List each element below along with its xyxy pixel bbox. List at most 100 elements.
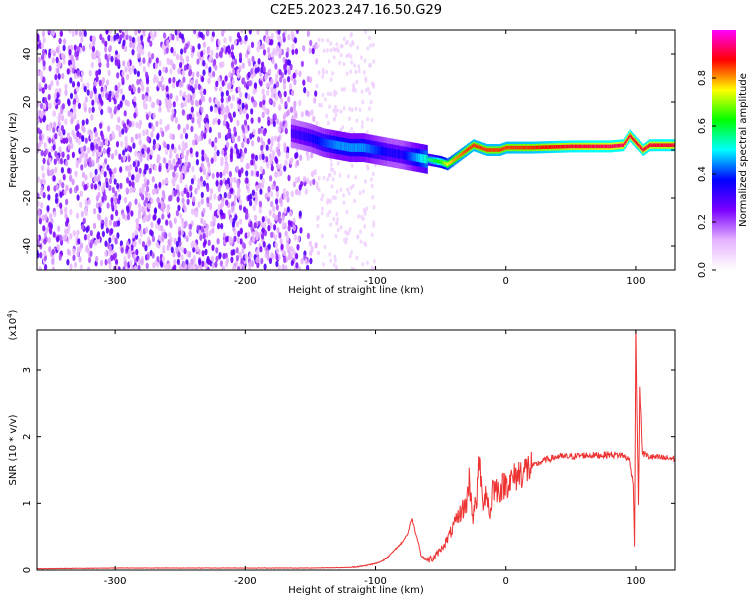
noise-cell bbox=[144, 226, 148, 234]
noise-cell bbox=[201, 75, 205, 83]
noise-cell bbox=[215, 255, 219, 263]
noise-cell bbox=[41, 30, 46, 38]
noise-cell bbox=[62, 137, 66, 144]
noise-cell bbox=[361, 262, 365, 267]
noise-cell bbox=[37, 117, 40, 125]
ridge-cell bbox=[332, 140, 335, 149]
noise-cell bbox=[208, 66, 212, 73]
noise-cell bbox=[142, 66, 147, 73]
noise-cell bbox=[67, 110, 71, 117]
noise-cell bbox=[57, 127, 61, 135]
noise-cell bbox=[161, 255, 165, 263]
noise-cell bbox=[347, 52, 351, 58]
noise-cell bbox=[263, 229, 267, 237]
noise-cell bbox=[195, 151, 199, 158]
noise-cell bbox=[80, 210, 84, 218]
noise-cell bbox=[83, 30, 87, 37]
noise-cell bbox=[90, 239, 94, 246]
noise-cell bbox=[91, 45, 96, 53]
noise-cell bbox=[58, 37, 62, 45]
noise-cell bbox=[202, 69, 206, 76]
noise-cell bbox=[233, 176, 237, 184]
noise-cell bbox=[110, 228, 114, 235]
ridge-cell bbox=[479, 145, 482, 150]
noise-cell bbox=[222, 232, 226, 239]
ridge-cell bbox=[426, 155, 428, 164]
noise-cell bbox=[114, 91, 118, 99]
noise-cell bbox=[255, 195, 259, 202]
noise-cell bbox=[185, 55, 189, 62]
noise-cell bbox=[219, 86, 223, 93]
noise-cell bbox=[269, 39, 274, 46]
noise-cell bbox=[42, 116, 46, 123]
noise-cell bbox=[98, 79, 102, 87]
noise-cell bbox=[248, 266, 252, 270]
noise-cell bbox=[281, 221, 285, 228]
noise-cell bbox=[141, 187, 145, 194]
noise-cell bbox=[121, 94, 125, 101]
ridge-cell bbox=[664, 143, 667, 147]
noise-cell bbox=[183, 47, 187, 54]
noise-cell bbox=[85, 226, 89, 233]
noise-cell bbox=[151, 176, 155, 183]
noise-cell bbox=[350, 163, 354, 168]
noise-cell bbox=[346, 39, 349, 45]
noise-cell bbox=[274, 214, 279, 221]
noise-cell bbox=[111, 153, 115, 160]
noise-cell bbox=[314, 242, 318, 249]
ridge-cell bbox=[316, 136, 319, 145]
noise-cell bbox=[124, 126, 128, 133]
ridge-cell bbox=[642, 148, 644, 152]
noise-cell bbox=[345, 209, 349, 215]
noise-cell bbox=[198, 116, 202, 123]
noise-cell bbox=[262, 241, 266, 248]
noise-cell bbox=[48, 84, 52, 91]
noise-cell bbox=[370, 266, 374, 270]
noise-cell bbox=[283, 256, 287, 263]
noise-cell bbox=[69, 208, 73, 216]
noise-cell bbox=[47, 237, 51, 244]
noise-cell bbox=[71, 151, 75, 159]
noise-cell bbox=[76, 123, 80, 130]
noise-cell bbox=[181, 152, 185, 159]
noise-cell bbox=[372, 266, 376, 270]
noise-cell bbox=[203, 220, 207, 227]
noise-cell bbox=[53, 121, 57, 128]
noise-cell bbox=[358, 107, 362, 113]
noise-cell bbox=[233, 126, 237, 133]
noise-cell bbox=[256, 248, 260, 255]
noise-cell bbox=[278, 232, 282, 239]
noise-cell bbox=[370, 177, 373, 182]
ridge-cell bbox=[538, 145, 540, 150]
noise-cell bbox=[149, 229, 153, 236]
noise-cell bbox=[122, 39, 126, 47]
noise-cell bbox=[291, 48, 295, 56]
noise-cell bbox=[262, 66, 266, 73]
noise-cell bbox=[274, 156, 278, 163]
noise-cell bbox=[238, 171, 242, 178]
noise-cell bbox=[250, 117, 254, 124]
noise-cell bbox=[257, 40, 261, 47]
noise-cell bbox=[47, 169, 51, 176]
noise-cell bbox=[180, 102, 184, 109]
ridge-cell bbox=[451, 159, 453, 164]
noise-cell bbox=[162, 66, 166, 73]
ridge-cell bbox=[520, 145, 522, 150]
noise-cell bbox=[132, 43, 136, 50]
noise-cell bbox=[356, 235, 360, 240]
noise-cell bbox=[141, 93, 145, 101]
noise-cell bbox=[191, 87, 195, 94]
noise-cell bbox=[302, 176, 307, 183]
ridge-cell bbox=[319, 137, 321, 146]
noise-cell bbox=[87, 128, 91, 136]
noise-cell bbox=[227, 209, 231, 216]
noise-cell bbox=[251, 140, 255, 147]
noise-cell bbox=[117, 82, 121, 89]
noise-cell bbox=[124, 66, 128, 73]
noise-cell bbox=[221, 266, 225, 270]
noise-cell bbox=[350, 126, 354, 132]
noise-cell bbox=[114, 149, 118, 156]
noise-cell bbox=[90, 183, 94, 190]
ridge-cell bbox=[482, 146, 484, 151]
